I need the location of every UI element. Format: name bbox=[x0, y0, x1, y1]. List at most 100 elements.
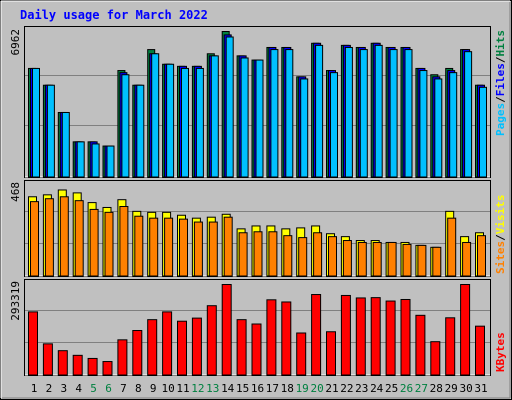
x-label-day-22: 22 bbox=[340, 382, 353, 395]
bar-sites-day-4 bbox=[74, 200, 84, 277]
bar-kbytes-day-12 bbox=[191, 317, 202, 376]
bar-pages-day-10 bbox=[166, 63, 175, 178]
x-label-day-5: 5 bbox=[90, 382, 97, 395]
bar-pages-day-30 bbox=[464, 51, 473, 178]
bar-kbytes-day-30 bbox=[460, 284, 471, 376]
bar-pages-day-28 bbox=[434, 78, 443, 178]
bar-kbytes-day-4 bbox=[72, 354, 83, 376]
bar-kbytes-day-11 bbox=[177, 320, 187, 376]
legend-sites: Sites bbox=[494, 241, 507, 274]
legend-hits-files-pages: Pages/Files/Hits bbox=[494, 30, 507, 136]
bar-pages-day-8 bbox=[136, 84, 145, 178]
x-label-day-12: 12 bbox=[191, 382, 204, 395]
legend-sep-3: / bbox=[494, 234, 507, 241]
bar-sites-day-6 bbox=[104, 211, 114, 277]
bar-sites-day-24 bbox=[372, 241, 382, 277]
bar-kbytes-day-26 bbox=[400, 298, 411, 376]
x-label-day-4: 4 bbox=[75, 382, 82, 395]
bar-sites-day-20 bbox=[313, 232, 323, 277]
bar-pages-day-5 bbox=[91, 143, 100, 178]
bar-pages-day-20 bbox=[315, 44, 324, 178]
legend-sep-2: / bbox=[494, 56, 507, 63]
bar-kbytes-day-31 bbox=[475, 325, 485, 376]
bar-sites-day-7 bbox=[119, 206, 129, 277]
bar-pages-day-13 bbox=[210, 55, 219, 178]
bar-kbytes-day-27 bbox=[415, 314, 426, 376]
x-label-day-23: 23 bbox=[355, 382, 368, 395]
chart-title: Daily usage for March 2022 bbox=[20, 8, 208, 22]
bar-pages-day-1 bbox=[32, 67, 40, 178]
legend-kbytes: KBytes bbox=[494, 332, 507, 372]
bar-pages-day-22 bbox=[344, 46, 353, 178]
bar-pages-day-31 bbox=[479, 86, 487, 178]
x-label-day-10: 10 bbox=[161, 382, 174, 395]
bar-pages-day-3 bbox=[61, 111, 70, 178]
bar-sites-day-12 bbox=[193, 221, 203, 277]
bar-kbytes-day-28 bbox=[430, 341, 441, 376]
bar-kbytes-day-29 bbox=[445, 317, 456, 376]
bar-kbytes-day-3 bbox=[57, 350, 68, 376]
bar-pages-day-6 bbox=[106, 145, 115, 178]
bar-pages-day-14 bbox=[225, 36, 234, 178]
x-label-day-28: 28 bbox=[430, 382, 443, 395]
x-label-day-30: 30 bbox=[459, 382, 472, 395]
bar-kbytes-day-18 bbox=[281, 301, 292, 376]
legend-pages: Pages bbox=[494, 103, 507, 136]
x-label-day-29: 29 bbox=[445, 382, 458, 395]
x-label-day-20: 20 bbox=[310, 382, 323, 395]
x-label-day-3: 3 bbox=[60, 382, 67, 395]
panel-visits-sites bbox=[24, 180, 491, 277]
bar-pages-day-11 bbox=[181, 67, 189, 178]
bar-kbytes-day-14 bbox=[221, 284, 232, 376]
bar-pages-day-15 bbox=[240, 57, 249, 178]
x-label-day-18: 18 bbox=[281, 382, 294, 395]
bar-kbytes-day-21 bbox=[326, 331, 336, 376]
panel-hits-files-pages bbox=[24, 26, 491, 178]
bar-kbytes-day-8 bbox=[132, 330, 143, 376]
bar-pages-day-24 bbox=[374, 44, 383, 178]
legend-kbytes-group: KBytes bbox=[494, 332, 507, 372]
x-label-day-9: 9 bbox=[150, 382, 157, 395]
x-label-day-14: 14 bbox=[221, 382, 235, 395]
x-label-day-19: 19 bbox=[296, 382, 309, 395]
bar-sites-day-8 bbox=[134, 215, 144, 277]
x-label-day-2: 2 bbox=[46, 382, 53, 395]
legend-files: Files bbox=[494, 63, 507, 96]
bar-pages-day-7 bbox=[121, 74, 130, 178]
bar-sites-day-10 bbox=[164, 217, 174, 277]
bar-kbytes-day-2 bbox=[42, 343, 53, 376]
bar-sites-day-27 bbox=[417, 244, 427, 277]
x-label-day-11: 11 bbox=[176, 382, 189, 395]
bar-kbytes-day-24 bbox=[370, 297, 381, 376]
panel-2-bars bbox=[28, 189, 486, 277]
panel-3-bars bbox=[28, 284, 485, 376]
bar-kbytes-day-16 bbox=[251, 323, 262, 376]
bar-sites-day-1 bbox=[30, 201, 39, 277]
bar-sites-day-2 bbox=[44, 198, 54, 277]
bar-pages-day-29 bbox=[449, 72, 458, 178]
bar-pages-day-2 bbox=[46, 84, 55, 178]
bar-pages-day-12 bbox=[195, 67, 204, 178]
bar-sites-day-30 bbox=[462, 241, 472, 277]
bar-pages-day-4 bbox=[76, 141, 85, 178]
bar-kbytes-day-13 bbox=[206, 305, 217, 376]
bar-sites-day-3 bbox=[59, 196, 69, 277]
bar-sites-day-29 bbox=[447, 217, 457, 277]
bar-pages-day-26 bbox=[404, 49, 413, 178]
legend-sites-visits: Sites/Visits bbox=[494, 195, 507, 275]
x-label-day-27: 27 bbox=[415, 382, 428, 395]
bar-kbytes-day-9 bbox=[147, 319, 158, 376]
x-label-day-8: 8 bbox=[135, 382, 142, 395]
bar-sites-day-14 bbox=[223, 216, 233, 277]
x-label-day-21: 21 bbox=[325, 382, 338, 395]
bar-sites-day-26 bbox=[402, 243, 412, 277]
bar-kbytes-day-6 bbox=[102, 361, 113, 376]
bar-kbytes-day-17 bbox=[266, 299, 277, 376]
bar-sites-day-17 bbox=[268, 231, 278, 277]
bar-sites-day-23 bbox=[357, 241, 367, 277]
bar-sites-day-25 bbox=[387, 241, 397, 277]
bar-sites-day-13 bbox=[208, 221, 218, 277]
x-label-day-26: 26 bbox=[400, 382, 413, 395]
x-label-day-31: 31 bbox=[474, 382, 487, 395]
y-max-label-visits: 468 bbox=[9, 182, 22, 202]
